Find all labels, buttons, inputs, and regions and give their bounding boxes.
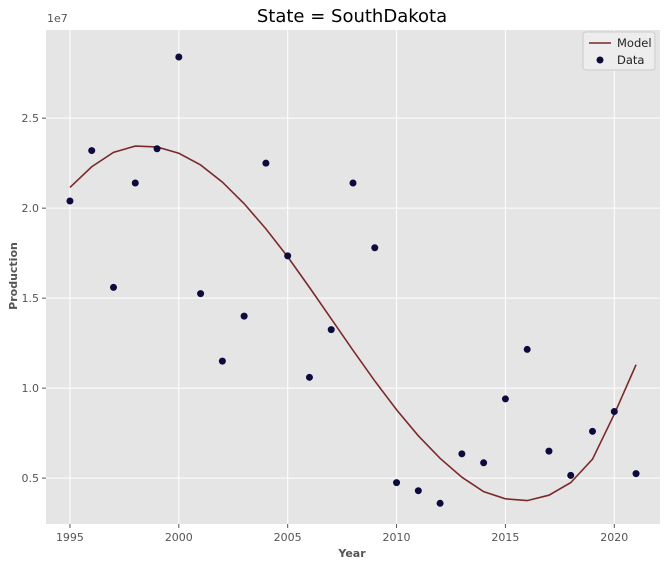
data-point <box>305 373 313 381</box>
x-tick-label: 2005 <box>274 531 302 544</box>
legend-label: Model <box>617 36 652 50</box>
data-point <box>218 357 226 365</box>
data-point <box>66 197 74 205</box>
model-line <box>69 145 637 502</box>
data-point <box>567 471 575 479</box>
y-tick-label: 1.5 <box>22 292 40 305</box>
x-tick-label: 2015 <box>491 531 519 544</box>
data-point <box>109 283 117 291</box>
data-point <box>240 312 248 320</box>
y-tick-label: 0.5 <box>22 472 40 485</box>
data-point <box>414 487 422 495</box>
data-point <box>371 244 379 252</box>
data-point <box>610 408 618 416</box>
data-point <box>589 427 597 435</box>
legend-label: Data <box>617 53 644 67</box>
grid-lines <box>46 30 660 524</box>
x-axis-ticks: 1995 2000 2005 2010 2015 2020 <box>56 524 628 544</box>
data-point <box>153 145 161 153</box>
data-point <box>523 345 531 353</box>
chart-title: State = SouthDakota <box>257 6 447 27</box>
y-multiplier-label: 1e7 <box>47 12 68 25</box>
data-point <box>632 470 640 478</box>
data-point <box>175 53 183 61</box>
data-point <box>197 290 205 298</box>
data-point <box>480 459 488 467</box>
plot-area <box>46 30 660 524</box>
y-tick-label: 2.5 <box>22 112 40 125</box>
data-point <box>501 395 509 403</box>
x-tick-label: 2020 <box>600 531 628 544</box>
data-point <box>349 179 357 187</box>
x-tick-label: 1995 <box>56 531 84 544</box>
legend-marker-swatch <box>596 56 604 64</box>
data-point <box>545 447 553 455</box>
y-axis-label: Production <box>7 242 20 310</box>
data-point <box>458 450 466 458</box>
data-point <box>327 326 335 334</box>
x-axis-label: Year <box>337 547 366 560</box>
legend: Model Data <box>582 31 656 71</box>
data-point <box>393 479 401 487</box>
y-axis-ticks: 0.5 1.0 1.5 2.0 2.5 <box>22 112 46 485</box>
data-point <box>436 499 444 507</box>
series-layer <box>66 53 640 507</box>
y-tick-label: 1.0 <box>22 382 40 395</box>
x-tick-label: 2010 <box>383 531 411 544</box>
x-tick-label: 2000 <box>165 531 193 544</box>
data-point <box>88 147 96 155</box>
y-tick-label: 2.0 <box>22 202 40 215</box>
plot-background <box>46 30 660 524</box>
data-point <box>284 252 292 260</box>
data-point <box>262 159 270 167</box>
data-point <box>131 179 139 187</box>
